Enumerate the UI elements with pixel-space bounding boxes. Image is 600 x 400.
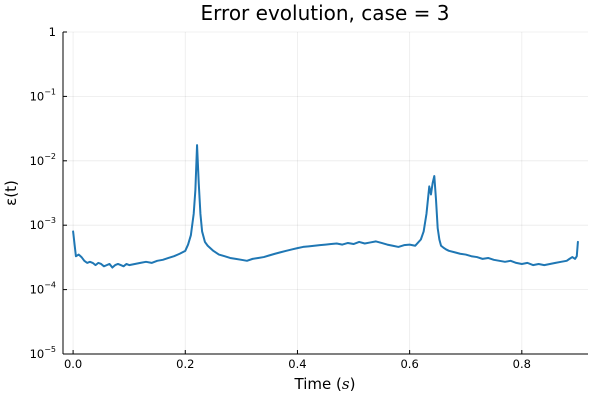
y-tick-exponent: −4 [44,281,56,290]
y-tick-group: 10−510−410−310−210−11 [30,25,67,361]
y-tick-base: 10 [30,283,45,297]
x-axis-label-symbol: s [342,375,350,393]
x-axis-label-close: ) [350,375,356,393]
y-tick-label: 10−4 [30,281,56,297]
x-tick-label: 0.6 [400,357,418,371]
y-tick-base: 10 [30,347,45,361]
x-tick-label: 0.4 [288,357,306,371]
grid-lines [63,31,588,355]
chart-title: Error evolution, case = 3 [201,1,450,25]
x-tick-group: 0.0 0.2 0.4 0.6 0.8 [64,350,531,371]
y-tick-exponent: −2 [44,152,56,161]
x-axis-label: Time (s) [294,375,356,393]
y-tick-exponent: −1 [44,87,56,96]
y-axis-label: ε(t) [2,180,20,206]
series-group [72,144,579,269]
y-tick-label: 10−5 [30,345,56,361]
y-tick-exponent: −5 [44,345,56,354]
x-tick-label: 0.0 [64,357,82,371]
plot-axes [62,32,588,355]
y-tick-label: 1 [49,25,56,39]
y-tick-base: 10 [30,218,45,232]
y-tick-label: 10−3 [30,216,56,232]
y-tick-label: 10−1 [30,87,56,103]
series-line [72,144,579,269]
y-tick-base: 1 [49,25,56,39]
x-tick-label: 0.8 [513,357,531,371]
y-tick-base: 10 [30,89,45,103]
y-tick-base: 10 [30,154,45,168]
y-tick-label: 10−2 [30,152,56,168]
y-tick-exponent: −3 [44,216,56,225]
x-tick-label: 0.2 [176,357,194,371]
x-axis-label-main: Time ( [294,375,342,393]
